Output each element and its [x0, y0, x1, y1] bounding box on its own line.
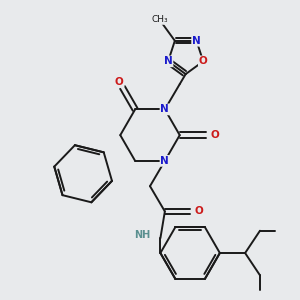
Text: N: N [160, 156, 169, 166]
Text: N: N [192, 36, 201, 46]
Text: O: O [210, 130, 219, 140]
Text: N: N [164, 56, 172, 66]
Text: O: O [115, 77, 124, 87]
Text: N: N [160, 104, 169, 114]
Text: CH₃: CH₃ [151, 15, 168, 24]
Text: NH: NH [134, 230, 150, 240]
Text: O: O [194, 206, 203, 216]
Text: O: O [199, 56, 208, 66]
